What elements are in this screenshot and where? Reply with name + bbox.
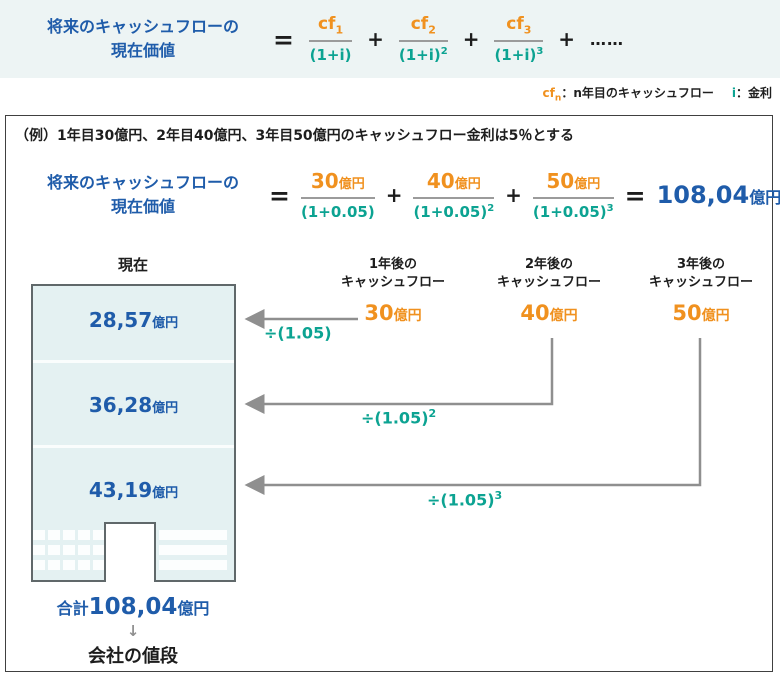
fraction-cf3: cf3 (1+i)3 xyxy=(494,14,544,65)
building-window-stripe xyxy=(159,560,227,570)
building-door xyxy=(104,522,156,582)
cashflow-column-2: 2年後の キャッシュフロー 40億円 xyxy=(464,256,634,325)
building-value-3: 43,19億円 xyxy=(88,478,179,502)
pv-title-example: 将来のキャッシュフローの 現在価値 xyxy=(46,173,239,216)
cashflow-column-3-label: 3年後の キャッシュフロー xyxy=(648,257,753,291)
example-box: （例）1年目30億円、2年目40億円、3年目50億円のキャッシュフロー金利は5％… xyxy=(5,115,780,672)
pv-title: 将来のキャッシュフローの 現在価値 xyxy=(28,15,258,63)
fraction-year2-numerator: 40億円 xyxy=(413,169,495,199)
total-block: 合計108,04億円 ↓ 会社の値段 xyxy=(33,594,233,668)
down-arrow-icon: ↓ xyxy=(126,622,140,640)
arrow-year3 xyxy=(244,338,702,495)
fraction-cf1-numerator: cf1 xyxy=(308,14,353,43)
formula-banner: 将来のキャッシュフローの 現在価値 = cf1 (1+i) + cf2 (1+i… xyxy=(0,0,780,78)
building-divider xyxy=(33,445,234,448)
result-amount: 108,04億円 xyxy=(656,181,780,209)
fraction-cf1: cf1 (1+i) xyxy=(308,14,353,65)
pv-title-line2: 現在価値 xyxy=(110,41,175,60)
fraction-cf3-numerator: cf3 xyxy=(494,14,544,43)
plus-sign: + xyxy=(558,27,576,51)
building-window-stripe xyxy=(159,545,227,555)
fraction-cf2-denominator: (1+i)2 xyxy=(398,46,448,65)
i-symbol: i xyxy=(731,86,736,100)
cashflow-column-3-value: 50億円 xyxy=(672,301,730,326)
cashflow-column-2-value: 40億円 xyxy=(520,301,578,326)
cf-description: ：n年目のキャッシュフロー xyxy=(561,86,714,100)
building: 28,57億円 36,28億円 43,19億円 xyxy=(31,284,236,582)
present-label: 現在 xyxy=(117,256,148,274)
fraction-year3-denominator: (1+0.05)3 xyxy=(532,203,614,221)
plus-sign: + xyxy=(462,27,480,51)
ellipsis: …… xyxy=(590,29,625,49)
building-divider xyxy=(33,360,234,363)
fraction-year2-denominator: (1+0.05)2 xyxy=(413,203,495,221)
fraction-cf2: cf2 (1+i)2 xyxy=(398,14,448,65)
example-heading: （例）1年目30億円、2年目40億円、3年目50億円のキャッシュフロー金利は5％… xyxy=(15,128,574,144)
cf-symbol: cfn xyxy=(542,86,562,104)
building-windows xyxy=(33,560,105,570)
fraction-cf3-denominator: (1+i)3 xyxy=(494,46,544,65)
fraction-year2: 40億円 (1+0.05)2 xyxy=(413,169,495,221)
cashflow-column-1: 1年後の キャッシュフロー 30億円 xyxy=(308,256,478,325)
fraction-year3: 50億円 (1+0.05)3 xyxy=(532,169,614,221)
fraction-cf1-denominator: (1+i) xyxy=(309,46,352,65)
cashflow-column-1-label: 1年後の キャッシュフロー xyxy=(340,257,445,291)
fraction-cf2-numerator: cf2 xyxy=(398,14,448,43)
plus-sign: + xyxy=(385,183,403,207)
fraction-year1: 30億円 (1+0.05) xyxy=(300,169,375,221)
building-value-1: 28,57億円 xyxy=(88,308,179,332)
divisor-label-3: ÷(1.05)3 xyxy=(427,489,503,510)
equals-sign: = xyxy=(273,24,294,54)
pv-title-line1: 将来のキャッシュフローの xyxy=(46,17,239,36)
equals-sign: = xyxy=(269,180,290,210)
company-price-label: 会社の値段 xyxy=(88,646,178,667)
building-windows xyxy=(33,545,105,555)
plus-sign: + xyxy=(505,183,522,207)
divisor-label-1: ÷(1.05) xyxy=(264,323,332,343)
building-value-2: 36,28億円 xyxy=(88,393,179,417)
cashflow-column-3: 3年後の キャッシュフロー 50億円 xyxy=(616,256,780,325)
legend-note: cfn：n年目のキャッシュフロー i：金利 xyxy=(543,84,772,103)
example-formula: 将来のキャッシュフローの 現在価値 = 30億円 (1+0.05) + 40億円… xyxy=(28,156,780,234)
cashflow-column-1-value: 30億円 xyxy=(364,301,422,326)
fraction-year1-denominator: (1+0.05) xyxy=(300,203,375,221)
divisor-label-2: ÷(1.05)2 xyxy=(361,407,437,428)
equals-sign: = xyxy=(624,180,646,210)
building-window-stripe xyxy=(159,530,227,540)
building-windows xyxy=(33,530,105,540)
total-amount: 合計108,04億円 xyxy=(56,594,210,620)
arrow-year2 xyxy=(244,338,554,414)
plus-sign: + xyxy=(367,27,384,51)
i-description: ：金利 xyxy=(735,86,772,100)
fraction-year3-numerator: 50億円 xyxy=(532,169,614,199)
fraction-year1-numerator: 30億円 xyxy=(300,169,375,199)
cashflow-column-2-label: 2年後の キャッシュフロー xyxy=(496,257,601,291)
